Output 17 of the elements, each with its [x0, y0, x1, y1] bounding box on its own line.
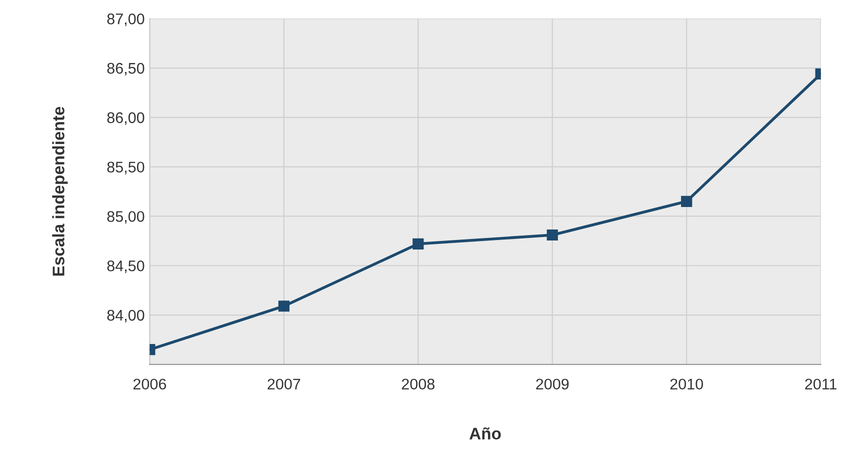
point [546, 229, 558, 241]
x-tick-label: 2009 [536, 378, 569, 390]
x-tick-label: 2007 [268, 378, 300, 390]
y-tick-label: 85,00 [107, 211, 144, 224]
y-tick-label: 85,50 [107, 162, 144, 174]
y-tick-label: 86,00 [107, 112, 144, 125]
x-tick-label: 2008 [402, 378, 434, 390]
y-axis-title: Escala independiente [52, 106, 68, 276]
y-tick-label: 86,50 [107, 62, 144, 76]
y-tick-label: 84,50 [107, 260, 144, 274]
x-tick-label: 2011 [805, 378, 836, 390]
y-tick-label: 84,00 [107, 310, 144, 323]
point [412, 238, 424, 250]
x-axis-title: Año [469, 427, 501, 440]
x-tick-label: 2006 [133, 378, 166, 390]
x-tick-label: 2010 [670, 378, 703, 390]
y-tick-label: 87,00 [107, 14, 144, 26]
